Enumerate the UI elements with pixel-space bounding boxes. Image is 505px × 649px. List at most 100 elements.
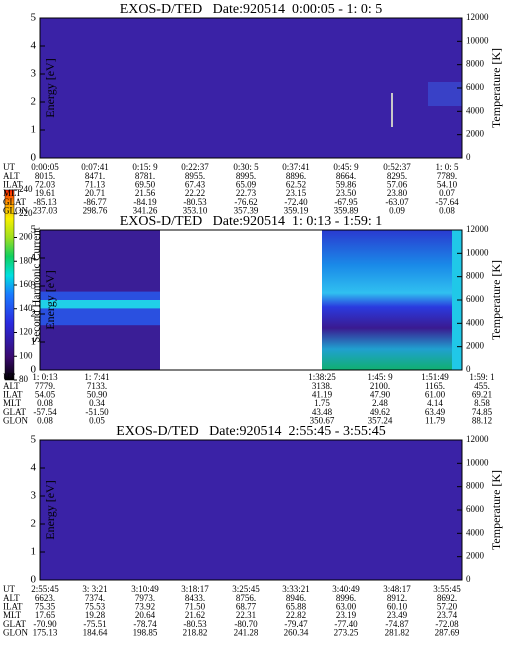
y2-tick-label: 10000 (466, 457, 489, 467)
y-tick-label: 1 (31, 124, 37, 136)
table-cell: 7973. (135, 593, 155, 603)
table-cell: 65.88 (286, 601, 307, 611)
table-cell: -72.40 (284, 197, 308, 207)
table-cell: 65.09 (236, 179, 257, 189)
table-cell: 237.03 (33, 206, 58, 216)
y2-tick-label: 2000 (466, 129, 485, 139)
table-cell: 287.69 (435, 628, 460, 638)
y-tick-label: 1 (31, 546, 37, 558)
table-cell: 54.10 (437, 179, 458, 189)
table-cell: -67.95 (334, 197, 358, 207)
y2-tick-label: 0 (466, 364, 471, 374)
table-cell: 71.50 (185, 601, 206, 611)
table-cell: 23.80 (387, 188, 408, 198)
y2-tick-label: 4000 (466, 527, 485, 537)
panel-title: EXOS-D/TED Date:920514 0:00:05 - 1: 0: 5 (120, 2, 382, 17)
y-tick-label: 0 (31, 364, 37, 376)
spectrogram (40, 18, 462, 158)
table-cell: 23.50 (336, 188, 357, 198)
table-cell: 22.82 (286, 610, 306, 620)
table-cell: 49.62 (370, 407, 390, 417)
table-cell: 0:52:37 (383, 162, 411, 172)
table-cell: 22.31 (236, 610, 256, 620)
colorbar-tick-label: 120 (19, 327, 33, 337)
spectrogram (40, 440, 462, 580)
table-cell: 8471. (85, 171, 105, 181)
row-label: GLON (3, 416, 28, 426)
table-cell: 67.43 (185, 179, 206, 189)
table-cell: 350.67 (310, 416, 335, 426)
table-cell: -86.77 (83, 197, 107, 207)
y-tick-label: 1 (31, 336, 37, 348)
table-cell: 3:18:17 (181, 584, 209, 594)
table-cell: 50.90 (87, 389, 108, 399)
table-cell: 8756. (236, 593, 256, 603)
colorbar-tick-label: 200 (19, 232, 33, 242)
y-tick-label: 5 (31, 224, 37, 236)
spectrogram-band (40, 300, 160, 309)
row-label: ILAT (3, 389, 23, 399)
row-label: GLON (3, 206, 28, 216)
y2-tick-label: 2000 (466, 551, 485, 561)
table-cell: 8896. (286, 171, 306, 181)
table-cell: 3:25:45 (232, 584, 260, 594)
colorbar-tick-label: 180 (19, 255, 33, 265)
table-cell: 1:59: 1 (469, 372, 494, 382)
spectrogram (322, 230, 462, 370)
row-label: MLT (3, 610, 22, 620)
table-cell: 3: 3:21 (82, 584, 107, 594)
table-cell: 1:45: 9 (367, 372, 393, 382)
table-cell: 353.10 (183, 206, 208, 216)
table-cell: -80.53 (183, 197, 207, 207)
table-cell: 1:51:49 (421, 372, 449, 382)
y2-tick-label: 8000 (466, 481, 485, 491)
y2-tick-label: 10000 (466, 247, 489, 257)
table-cell: 198.85 (133, 628, 158, 638)
y2-tick-label: 6000 (466, 294, 485, 304)
y-tick-label: 4 (31, 40, 37, 52)
table-cell: 41.19 (312, 389, 333, 399)
y-tick-label: 4 (31, 462, 37, 474)
table-cell: 357.39 (234, 206, 259, 216)
table-cell: 75.35 (35, 601, 56, 611)
y2-axis-label: Temperature [K] (489, 260, 503, 340)
row-label: ILAT (3, 601, 23, 611)
table-cell: 7789. (437, 171, 457, 181)
table-cell: -57.54 (33, 407, 57, 417)
table-cell: 0:37:41 (282, 162, 310, 172)
y-axis-label: Energy [eV] (43, 480, 57, 539)
table-cell: 1:38:25 (308, 372, 336, 382)
y2-tick-label: 0 (466, 152, 471, 162)
table-cell: -85.13 (33, 197, 57, 207)
table-cell: 0.05 (89, 416, 105, 426)
table-cell: 8912. (387, 593, 407, 603)
y-tick-label: 3 (31, 280, 37, 292)
table-cell: 241.28 (234, 628, 259, 638)
table-cell: 68.77 (236, 601, 257, 611)
table-cell: 8955. (185, 171, 205, 181)
spectrogram-streak (391, 93, 393, 127)
table-cell: 273.25 (334, 628, 359, 638)
table-cell: 3138. (312, 381, 332, 391)
row-label: UT (3, 162, 15, 172)
table-cell: 8996. (336, 593, 356, 603)
table-cell: 57.20 (437, 601, 458, 611)
table-cell: 341.26 (133, 206, 158, 216)
table-cell: 8692. (437, 593, 457, 603)
table-cell: 3:55:45 (433, 584, 461, 594)
y-tick-label: 5 (31, 434, 37, 446)
table-cell: -75.51 (83, 619, 106, 629)
table-cell: 8295. (387, 171, 407, 181)
table-cell: 8995. (236, 171, 256, 181)
row-label: ALT (3, 171, 20, 181)
table-cell: 21.62 (185, 610, 205, 620)
y2-tick-label: 10000 (466, 35, 489, 45)
table-cell: -57.64 (435, 197, 459, 207)
table-cell: 218.82 (183, 628, 208, 638)
y2-tick-label: 0 (466, 574, 471, 584)
table-cell: 23.74 (437, 610, 458, 620)
table-cell: 2100. (370, 381, 390, 391)
table-cell: -74.87 (385, 619, 409, 629)
table-cell: 0:45: 9 (333, 162, 359, 172)
colorbar-tick-label: 240 (19, 184, 33, 194)
